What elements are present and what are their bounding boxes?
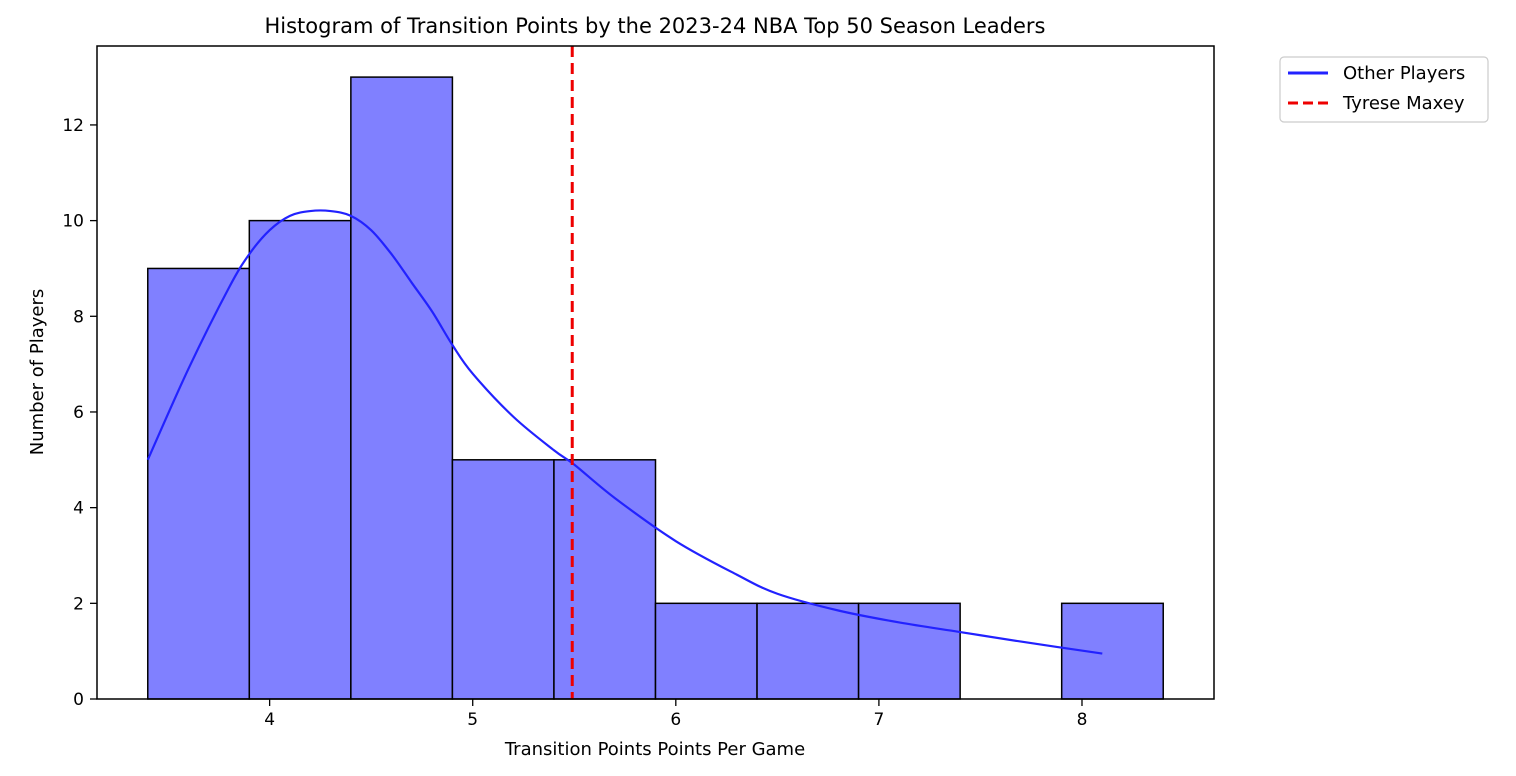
- kde-curve-layer: [146, 209, 1103, 655]
- histogram-bar: [147, 267, 251, 700]
- y-tick-label: 0: [73, 690, 84, 710]
- y-tick-label: 12: [62, 116, 84, 136]
- y-tick-label: 2: [73, 594, 84, 614]
- y-tick-label: 8: [73, 307, 84, 327]
- plot-frame: [96, 45, 1215, 700]
- histogram-bar: [756, 602, 860, 700]
- histogram-bar: [654, 602, 758, 700]
- y-tick-label: 10: [62, 212, 84, 232]
- x-tick-label: 5: [467, 710, 478, 730]
- legend-label: Tyrese Maxey: [1342, 93, 1465, 114]
- legend-box: [1279, 56, 1489, 123]
- x-tick-label: 6: [670, 710, 681, 730]
- legend: Other Players Tyrese Maxey: [1279, 56, 1489, 123]
- histogram-bar: [248, 219, 352, 700]
- x-tick-label: 7: [873, 710, 884, 730]
- histogram-bar: [553, 459, 657, 700]
- kde-curve-other-players: [146, 209, 1103, 655]
- chart-title: Histogram of Transition Points by the 20…: [264, 14, 1045, 38]
- histogram-bars: [147, 76, 1164, 700]
- y-tick-label: 6: [73, 403, 84, 423]
- histogram-bar: [1060, 602, 1164, 700]
- y-axis-label: Number of Players: [27, 289, 48, 456]
- x-axis-label: Transition Points Points Per Game: [504, 739, 805, 760]
- x-axis-ticks: 4 5 6 7 8: [264, 699, 1087, 730]
- legend-label: Other Players: [1343, 63, 1465, 84]
- y-axis-ticks: 0 2 4 6 8 10 12: [62, 116, 97, 710]
- histogram-bar: [451, 459, 555, 700]
- x-tick-label: 8: [1077, 710, 1088, 730]
- x-tick-label: 4: [264, 710, 275, 730]
- histogram-bar: [350, 76, 454, 700]
- y-tick-label: 4: [73, 499, 84, 519]
